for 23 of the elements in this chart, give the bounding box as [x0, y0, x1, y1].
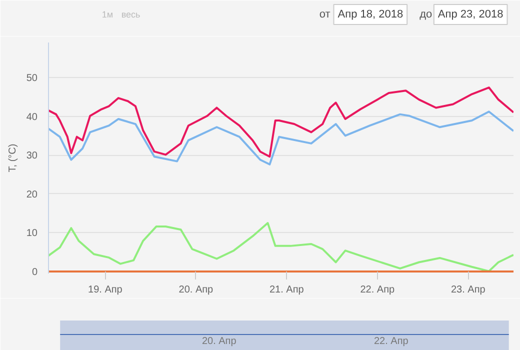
y-tick-label: 10 — [26, 228, 38, 240]
y-tick-label: 30 — [26, 150, 38, 162]
y-tick-label: 0 — [32, 267, 38, 278]
x-tick-label: 21. Апр — [270, 284, 304, 296]
text: весь — [121, 10, 141, 20]
text: 20. Апр — [202, 336, 237, 347]
x-tick-label: 20. Апр — [178, 284, 214, 296]
x-tick-label: 19. Апр — [88, 284, 123, 296]
text: Апр 23, 2018 — [438, 8, 504, 20]
y-axis-title: T, (°C) — [7, 144, 18, 172]
line-series — [48, 222, 514, 272]
line-series — [48, 110, 514, 166]
line-series — [48, 86, 514, 158]
text: 22. Апр — [374, 336, 409, 347]
text: от — [319, 8, 330, 20]
x-tick-label: 23. Апр — [450, 284, 486, 296]
x-tick-label: 22. Апр — [360, 284, 396, 296]
y-tick-label: 50 — [26, 72, 38, 84]
text: 1м — [102, 10, 114, 20]
y-tick-label: 40 — [26, 112, 38, 123]
text: Апр 18, 2018 — [338, 8, 404, 20]
y-tick-label: 20 — [26, 189, 38, 200]
text: до — [420, 8, 432, 20]
